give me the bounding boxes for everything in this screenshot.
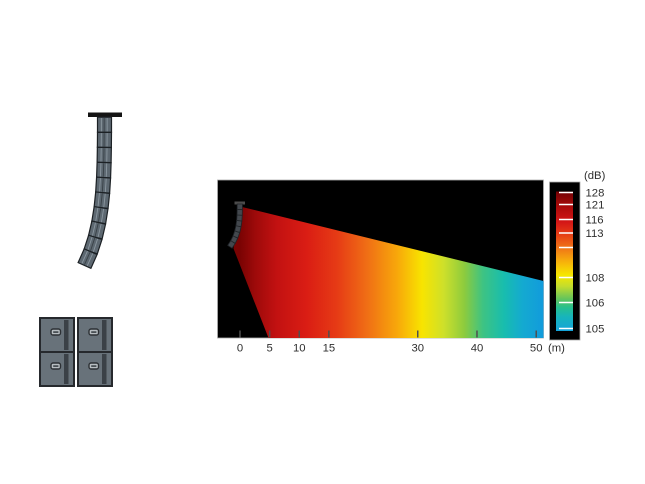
colorbar-gradient	[556, 191, 573, 331]
plot-array-cabinet	[236, 214, 243, 222]
colorbar-unit-label: (dB)	[584, 170, 606, 182]
subwoofer-edge-strip	[102, 320, 107, 350]
colorbar-tick-label: 128	[586, 188, 605, 200]
cabinet-rib	[99, 178, 101, 192]
subwoofer-edge-strip	[102, 354, 107, 384]
cabinet-rib	[103, 193, 106, 208]
cabinet-rib	[91, 222, 96, 236]
cabinet-rib	[86, 253, 94, 266]
cabinet-rib	[94, 223, 99, 237]
plot-array-cabinet	[227, 240, 236, 249]
subwoofer-edge-strip	[64, 354, 69, 384]
x-axis: 0 5 10 15 30 40 50 (m)	[237, 330, 565, 355]
subwoofer-cabinet	[77, 317, 113, 353]
subwoofer-handle-slot	[53, 331, 59, 333]
x-tick-label: 5	[266, 343, 272, 355]
spl-heatmap-plot: 0 5 10 15 30 40 50 (m)	[217, 179, 565, 355]
subwoofer-handle-slot	[91, 365, 97, 367]
plot-flybar	[234, 201, 245, 205]
cabinet-rib	[84, 252, 91, 265]
x-tick-label: 40	[471, 343, 484, 355]
cabinet-rib	[101, 208, 105, 223]
plot-array-cabinet	[236, 203, 243, 211]
subwoofer-edge-strip	[64, 320, 69, 350]
x-tick-label: 50	[530, 343, 543, 355]
colorbar-tick-label: 121	[586, 200, 605, 212]
colorbar-tick-label: 106	[586, 298, 605, 310]
colorbar-tick-label: 116	[586, 215, 604, 227]
subwoofer-cabinet	[39, 317, 75, 353]
cabinet-rib	[98, 208, 102, 222]
plot-line-array-icon	[227, 201, 245, 249]
spl-beam	[233, 206, 544, 338]
subwoofer-cabinet	[77, 351, 113, 387]
plot-array-cabinet	[236, 209, 243, 216]
plot-array-cabinets	[227, 203, 243, 249]
subwoofer-cabinet	[39, 351, 75, 387]
cabinet-rib	[90, 237, 96, 251]
line-array-cabinets	[77, 116, 113, 270]
cabinet-rib	[87, 236, 93, 251]
cabinet-rib	[95, 207, 99, 222]
flybar	[88, 112, 122, 117]
x-tick-label: 15	[323, 343, 336, 355]
colorbar-tick-label: 108	[586, 273, 605, 285]
cabinet-rib	[81, 250, 88, 264]
cabinet-rib	[101, 178, 104, 192]
x-tick-label: 10	[293, 343, 306, 355]
colorbar-tick-label: 113	[586, 228, 604, 240]
line-array-speaker-icon	[77, 112, 122, 270]
subwoofer-stack-icon	[39, 317, 113, 387]
cabinet-rib	[104, 178, 107, 193]
cabinet-rib	[93, 238, 99, 252]
cabinet-rib	[97, 223, 102, 238]
x-axis-unit-label: (m)	[548, 343, 565, 355]
cabinet-rib	[100, 193, 103, 207]
subwoofer-handle-slot	[91, 331, 97, 333]
cabinet-rib	[97, 193, 100, 207]
colorbar-tick-label: 105	[586, 324, 605, 336]
subwoofer-handle-slot	[53, 365, 59, 367]
x-tick-label: 0	[237, 343, 243, 355]
x-tick-label: 30	[411, 343, 424, 355]
